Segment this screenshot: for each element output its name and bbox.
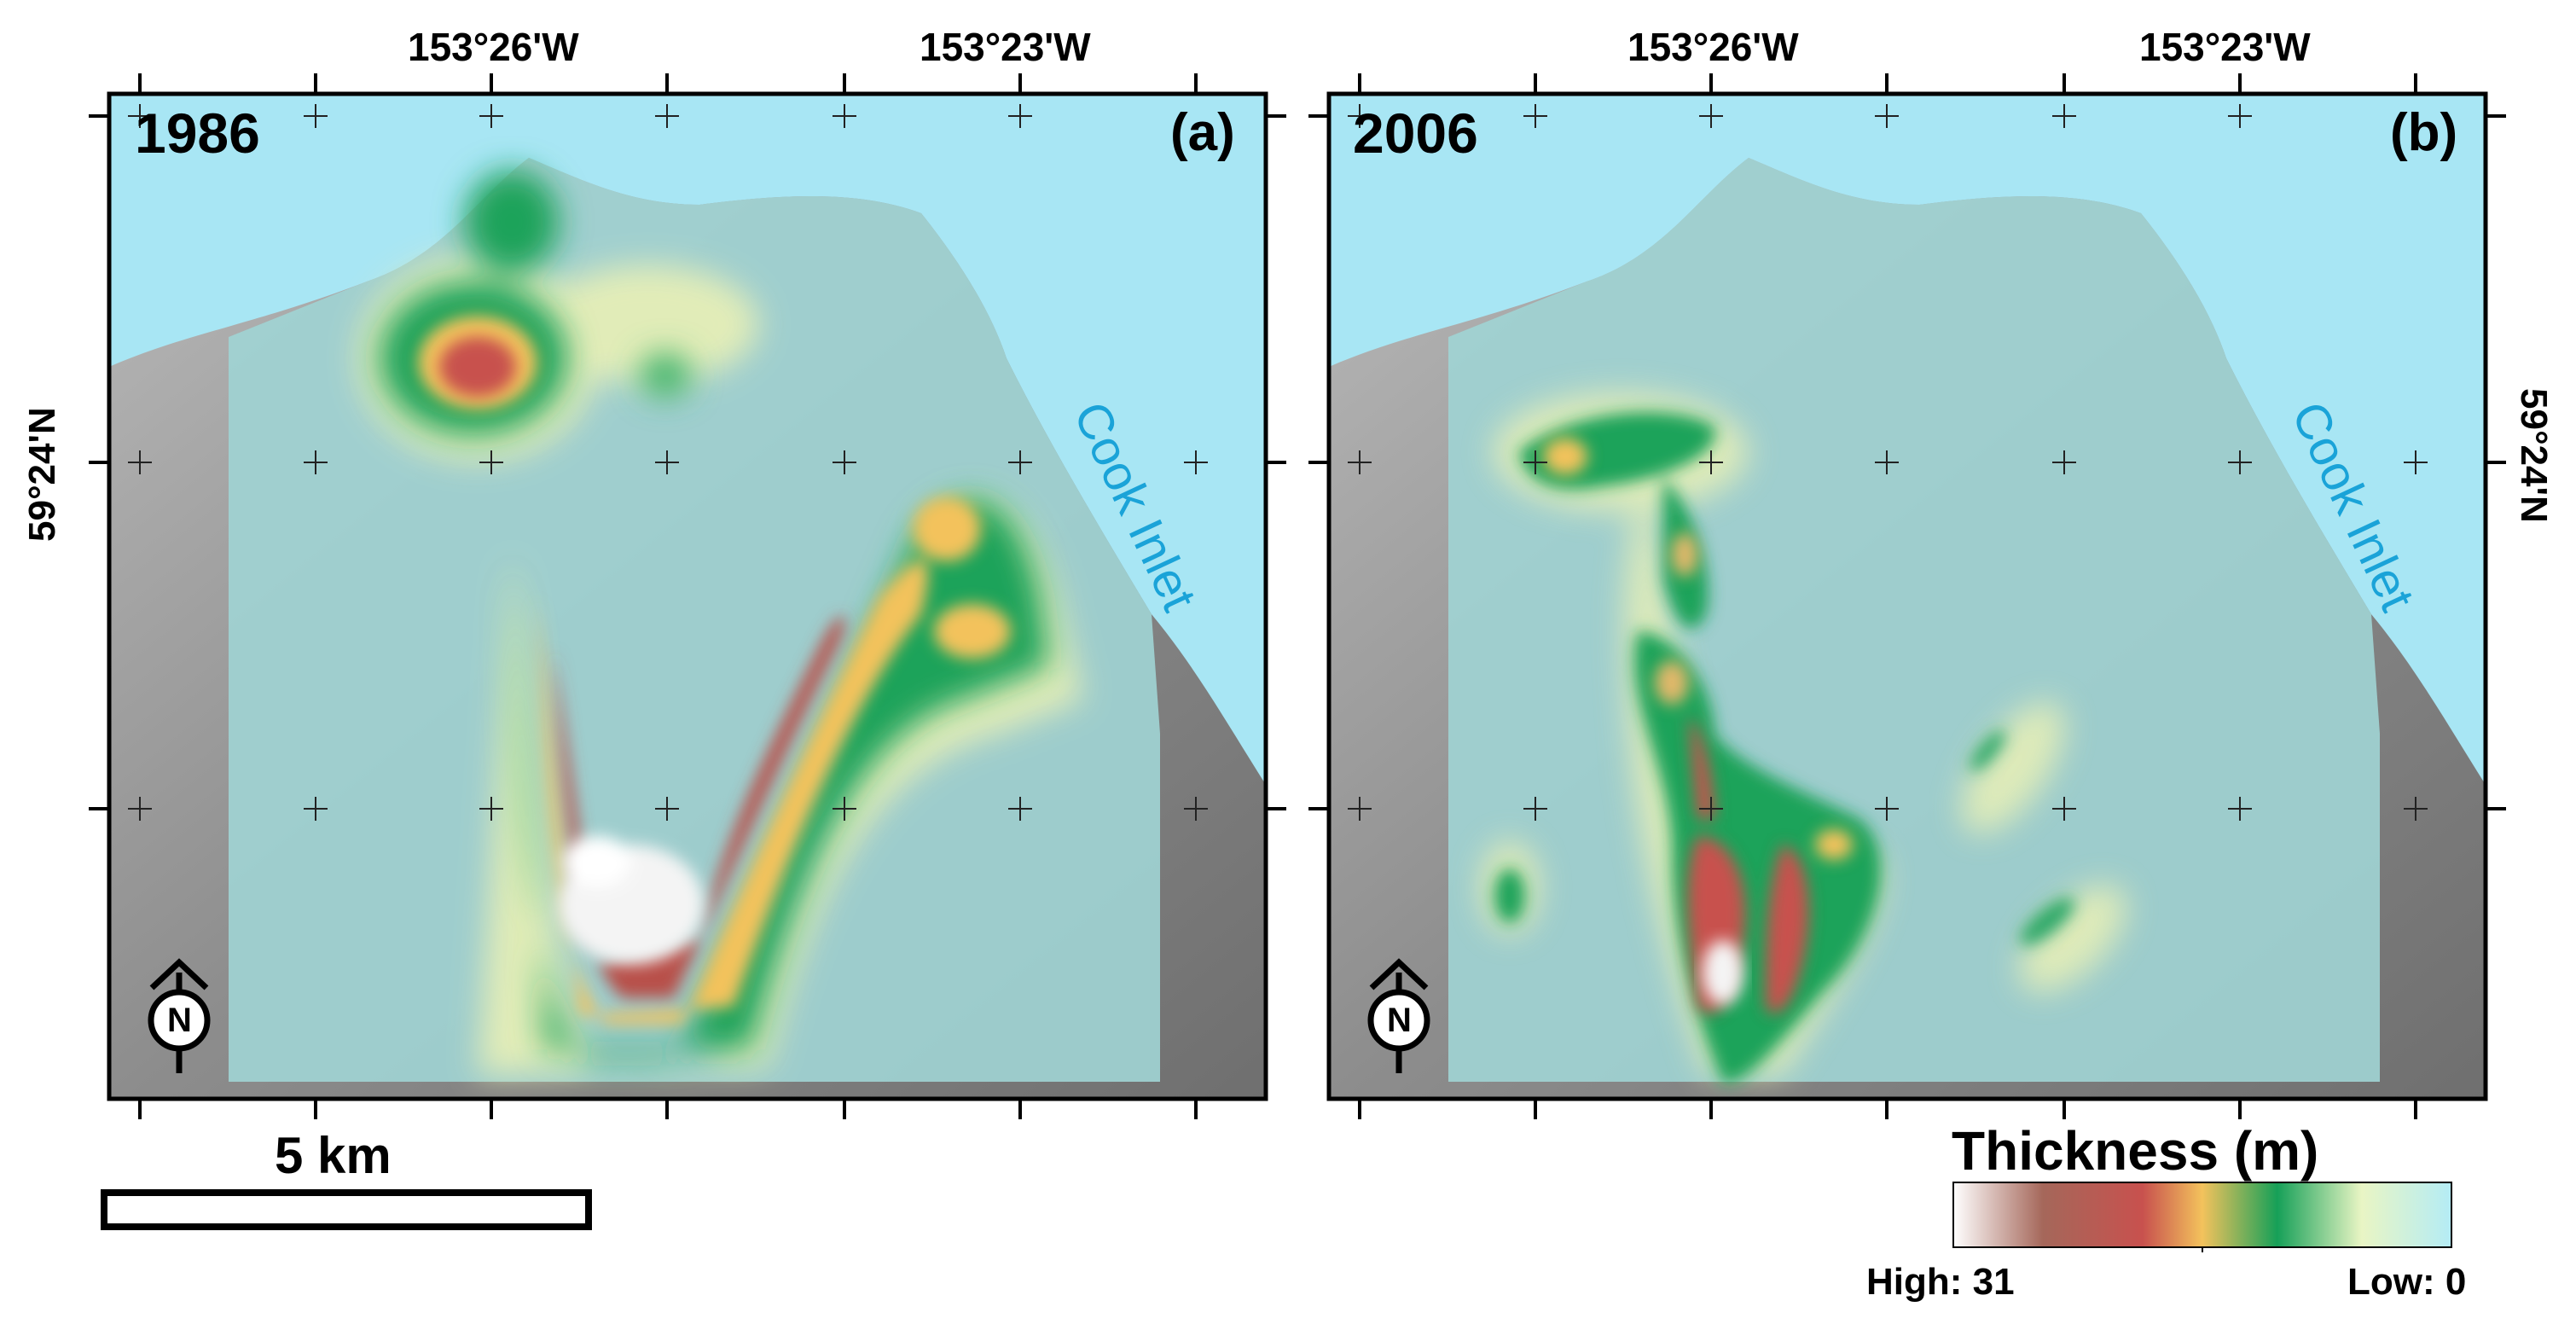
legend-high-label: High: 31 (1866, 1261, 2015, 1303)
panel-b-year: 2006 (1353, 102, 1478, 165)
north-arrow-a (148, 958, 211, 1073)
legend-title: Thickness (m) (1952, 1120, 2319, 1182)
panel-a-label: (a) (1170, 103, 1235, 162)
panel-a-grid (128, 104, 1208, 821)
panel-b-ticks (1308, 73, 2506, 1119)
lon-label-right-a: 153°23'W (920, 25, 1091, 69)
scale-bar-label: 5 km (275, 1127, 392, 1184)
north-arrow-b (1367, 958, 1430, 1073)
panel-a-map (109, 94, 1266, 1099)
legend-ramp (1952, 1182, 2452, 1248)
lon-label-left-b: 153°26'W (1627, 25, 1799, 69)
lon-label-right-b: 153°23'W (2139, 25, 2311, 69)
panel-b-frame (1326, 91, 2488, 1101)
north-letter-b: N (1387, 1002, 1412, 1039)
panel-a-frame (107, 91, 1268, 1101)
north-letter-a: N (167, 1002, 192, 1039)
panel-b-label: (b) (2390, 103, 2458, 162)
legend-low-label: Low: 0 (2347, 1261, 2467, 1303)
panel-a-year: 1986 (135, 102, 260, 165)
panel-a-ticks (89, 73, 1286, 1119)
panel-b-map (1329, 94, 2486, 1099)
lon-label-left-a: 153°26'W (408, 25, 579, 69)
scale-bar (101, 1189, 592, 1230)
panel-b-grid (1348, 104, 2428, 821)
